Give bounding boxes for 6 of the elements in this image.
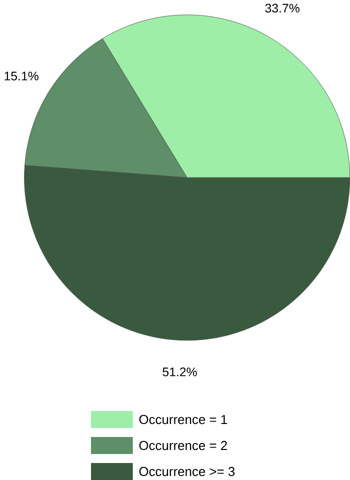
legend-label: Occurrence >= 3 (139, 466, 235, 476)
data-label: 15.1% (4, 72, 38, 80)
legend-label: Occurrence = 2 (139, 440, 227, 450)
legend-label: Occurrence = 1 (139, 414, 227, 424)
data-label: 33.7% (265, 4, 300, 13)
data-label: 51.2% (162, 368, 197, 376)
